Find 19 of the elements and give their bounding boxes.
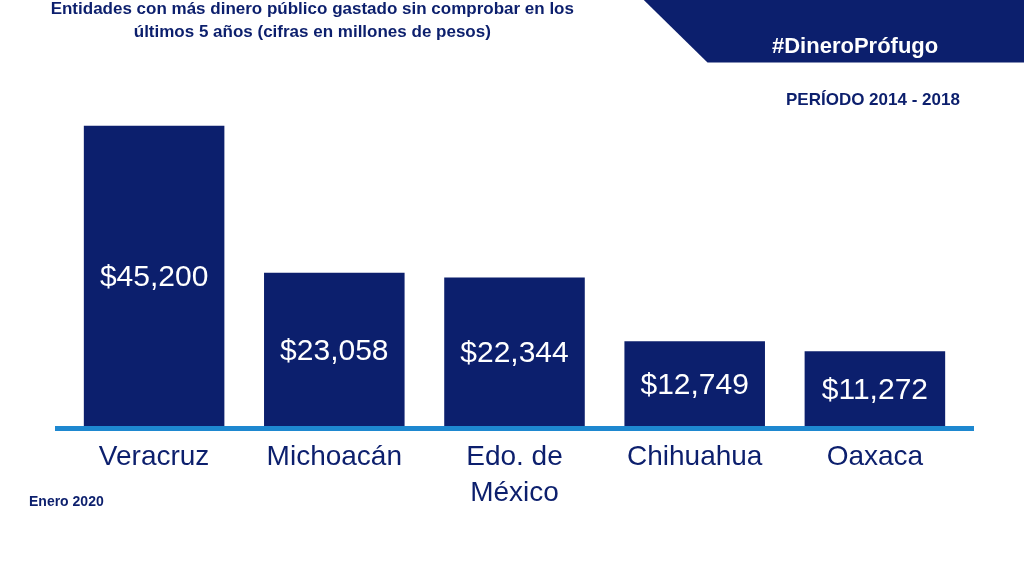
x-tick-label: Michoacán bbox=[266, 439, 402, 471]
x-tick-label: Chihuahua bbox=[626, 439, 763, 471]
x-tick-label: Edo. de México bbox=[466, 439, 563, 507]
data-label: $12,749 bbox=[640, 367, 749, 401]
bar bbox=[444, 277, 585, 426]
bar bbox=[624, 341, 765, 426]
bar bbox=[264, 272, 405, 426]
bar bbox=[83, 125, 225, 426]
data-label: $45,200 bbox=[99, 259, 209, 293]
text: Enero 2020 bbox=[29, 493, 104, 509]
data-label: $22,344 bbox=[460, 335, 569, 369]
data-label: $23,058 bbox=[280, 332, 389, 366]
bar bbox=[804, 351, 946, 426]
chart-title: Entidades con más dinero público gastado sin comprobar en los últimos 5 años (cifras en millones de pesos) bbox=[50, 0, 574, 41]
x-tick-label: Veracruz bbox=[98, 439, 210, 471]
text: PERÍODO 2014 - 2018 bbox=[786, 90, 960, 109]
data-label: $11,272 bbox=[821, 372, 928, 406]
text: #DineroPrófugo bbox=[772, 33, 939, 58]
x-tick-label: Oaxaca bbox=[826, 439, 924, 471]
